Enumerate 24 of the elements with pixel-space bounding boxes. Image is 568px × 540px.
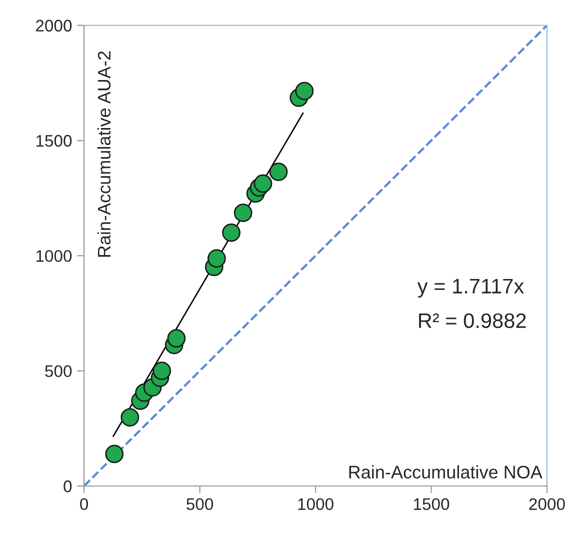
point [152,362,172,380]
x-tick-label: 1500 [414,498,450,510]
x-tick-label: 1000 [298,498,334,510]
point [167,329,186,348]
point [222,223,240,242]
y-tick-label: 0 [64,480,72,492]
y-axis-title: Rain-Accumulative AUA-2 [97,51,111,257]
point [254,174,272,193]
point [120,408,140,427]
annotation: y = 1.7117x [417,278,524,298]
x-tick-label: 0 [80,498,88,510]
point [234,204,252,222]
annotation: R² = 0.9882 [419,313,526,328]
x-tick-label: 500 [186,498,214,510]
y-tick-label: 500 [45,365,72,378]
point [269,162,288,182]
y-tick-label: 1000 [36,250,72,262]
x-axis-title: Rain-Accumulative NOA [349,465,542,479]
point [207,249,226,268]
point [105,444,124,464]
y-tick-label: 2000 [36,20,72,32]
x-tick-label: 2000 [529,498,565,510]
point [295,82,314,100]
y-tick-label: 1500 [36,134,72,147]
